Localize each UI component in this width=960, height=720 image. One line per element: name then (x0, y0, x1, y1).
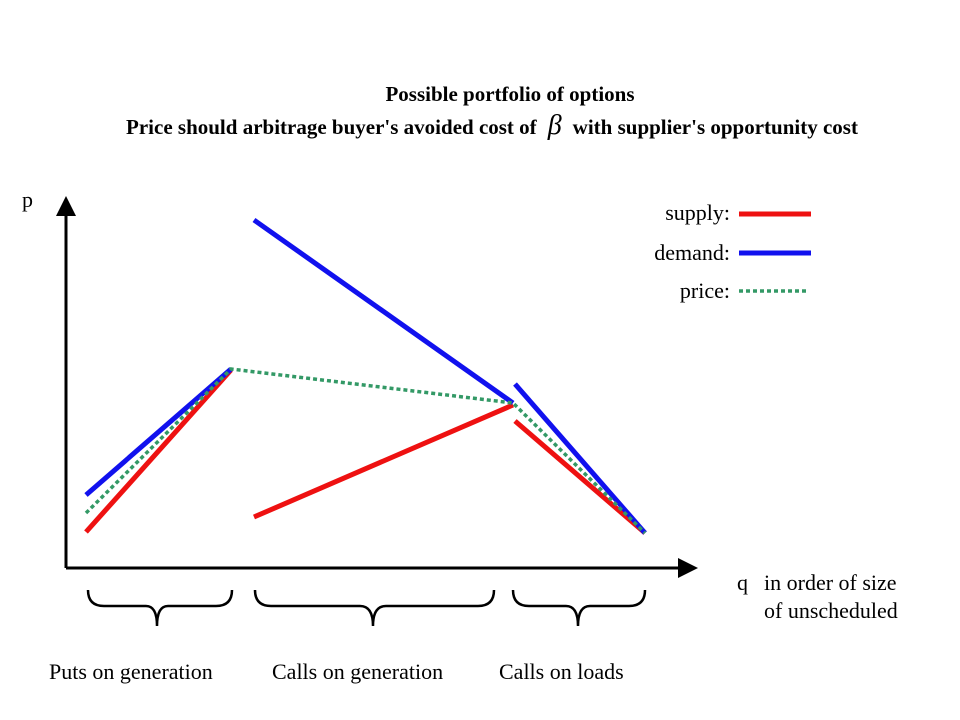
legend-price-label: price: (679, 278, 730, 303)
brace-calls-on-generation (253, 589, 496, 627)
subtitle-part-2: with supplier's opportunity cost (572, 115, 858, 139)
brace-calls-on-loads (511, 589, 647, 627)
brace-puts-on-generation (86, 589, 234, 627)
x-axis-arrow-icon (678, 558, 698, 578)
demand-line-puts (84, 367, 233, 497)
y-axis-arrow-icon (56, 196, 76, 216)
segment-label-calls-on-generation: Calls on generation (272, 659, 444, 684)
supply-line-calls-loads (513, 419, 647, 535)
segment-label-puts-on-generation: Puts on generation (49, 659, 213, 684)
x-axis-label: q (737, 570, 748, 595)
price-line (84, 367, 647, 535)
segment-braces (86, 589, 647, 627)
diagram-subtitle: Price should arbitrage buyer's avoided c… (12, 110, 960, 141)
segment-label-calls-on-loads: Calls on loads (499, 659, 624, 684)
diagram-title: Possible portfolio of options (385, 82, 635, 106)
supply-lines (84, 368, 647, 535)
x-axis-note-line1: in order of size (764, 570, 897, 595)
demand-lines (84, 217, 647, 535)
supply-line-calls-generation (253, 402, 514, 520)
demand-line-calls-generation (252, 217, 515, 406)
beta-symbol: β (547, 110, 562, 141)
subtitle-part-1: Price should arbitrage buyer's avoided c… (126, 115, 537, 139)
y-axis-label: p (22, 187, 33, 212)
legend-demand-label: demand: (654, 240, 730, 265)
demand-line-calls-loads (513, 382, 647, 535)
supply-line-puts (84, 368, 233, 534)
legend-supply-label: supply: (665, 200, 730, 225)
x-axis-note-line2: of unscheduled (764, 598, 898, 623)
